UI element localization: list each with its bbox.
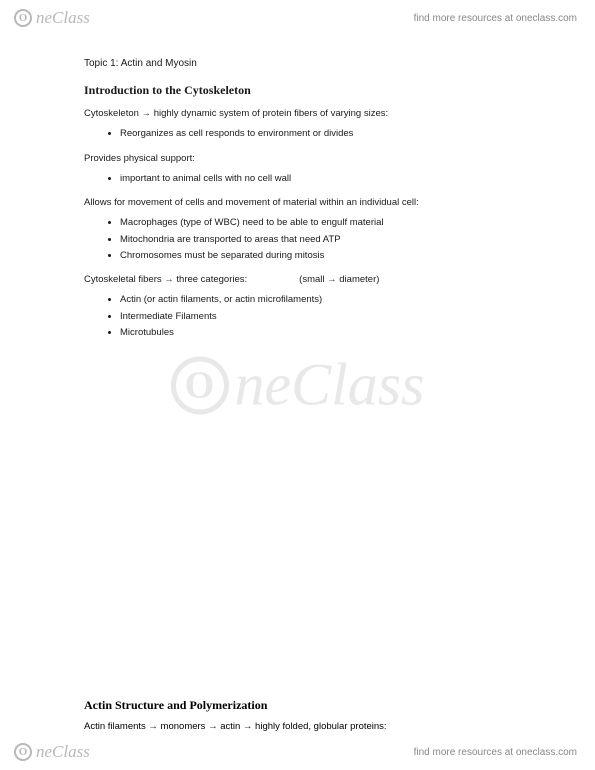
page-footer: O neClass find more resources at oneclas… [0, 734, 595, 770]
page-header: O neClass find more resources at oneclas… [0, 0, 595, 36]
bullet-list-1: Reorganizes as cell responds to environm… [120, 127, 525, 141]
cat-text-b: (small → diameter) [299, 274, 379, 285]
footer-resource-link[interactable]: find more resources at oneclass.com [414, 747, 577, 758]
list-item: Microtubules [120, 326, 525, 340]
document-body: Topic 1: Actin and Myosin Introduction t… [0, 0, 595, 340]
cat-text-a: Cytoskeletal fibers → three categories: [84, 274, 247, 285]
watermark-text: neClass [234, 351, 424, 420]
list-item: Mitochondria are transported to areas th… [120, 233, 525, 247]
brand-name: neClass [36, 742, 90, 762]
section-heading-1: Introduction to the Cytoskeleton [84, 81, 525, 99]
bullet-list-3: Macrophages (type of WBC) need to be abl… [120, 216, 525, 263]
bullet-list-2: important to animal cells with no cell w… [120, 172, 525, 186]
watermark-icon: O [170, 356, 228, 414]
list-item: Macrophages (type of WBC) need to be abl… [120, 216, 525, 230]
brand-name: neClass [36, 8, 90, 28]
topic-line: Topic 1: Actin and Myosin [84, 56, 525, 71]
brand-icon: O [14, 743, 32, 761]
bullet-list-4: Actin (or actin filaments, or actin micr… [120, 293, 525, 340]
list-item: Intermediate Filaments [120, 310, 525, 324]
list-item: Reorganizes as cell responds to environm… [120, 127, 525, 141]
brand-logo: O neClass [14, 8, 90, 28]
brand-icon: O [14, 9, 32, 27]
paragraph: Cytoskeletal fibers → three categories: (… [84, 273, 525, 287]
brand-logo-footer: O neClass [14, 742, 90, 762]
watermark: O neClass [170, 351, 424, 420]
paragraph: Allows for movement of cells and movemen… [84, 196, 525, 210]
paragraph: Provides physical support: [84, 152, 525, 166]
section-2: Actin Structure and Polymerization Actin… [84, 698, 525, 738]
header-resource-link[interactable]: find more resources at oneclass.com [414, 13, 577, 24]
list-item: Chromosomes must be separated during mit… [120, 249, 525, 263]
paragraph: Cytoskeleton → highly dynamic system of … [84, 107, 525, 121]
section-heading-2: Actin Structure and Polymerization [84, 698, 525, 713]
paragraph: Actin filaments → monomers → actin → hig… [84, 721, 525, 732]
list-item: Actin (or actin filaments, or actin micr… [120, 293, 525, 307]
list-item: important to animal cells with no cell w… [120, 172, 525, 186]
